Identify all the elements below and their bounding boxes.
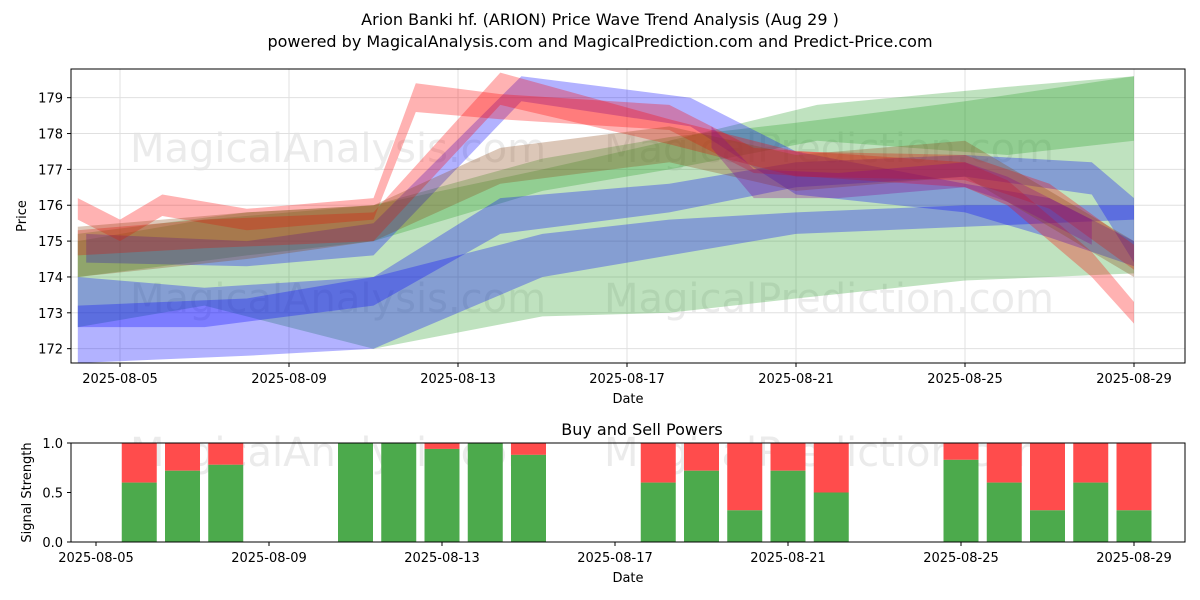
price-x-tick-label: 2025-08-13	[420, 372, 496, 387]
price-y-tick-label: 177	[38, 163, 63, 178]
sell-power-bar	[943, 443, 979, 460]
price-wave-band	[77, 76, 1134, 349]
price-y-axis-label: Price	[15, 200, 30, 232]
buy-power-bar	[121, 482, 157, 542]
sell-power-bar	[727, 443, 763, 511]
buy-power-bar	[381, 443, 417, 542]
power-x-axis-label: Date	[612, 571, 643, 586]
price-y-tick-label: 179	[38, 92, 63, 107]
buy-power-bar	[165, 470, 200, 542]
buy-power-bar	[813, 492, 849, 542]
power-x-tick-label: 2025-08-09	[231, 551, 307, 566]
buy-power-bar	[424, 448, 460, 542]
power-x-tick-label: 2025-08-05	[58, 551, 134, 566]
sell-power-bar	[165, 443, 200, 471]
power-y-tick-label: 0.0	[42, 536, 63, 551]
sell-power-bar	[1073, 443, 1109, 483]
power-y-axis-label: Signal Strength	[20, 442, 35, 542]
power-x-tick-label: 2025-08-17	[577, 551, 653, 566]
price-wave-band	[77, 76, 1134, 277]
price-wave-band	[77, 155, 1134, 328]
price-x-tick-label: 2025-08-29	[1096, 372, 1172, 387]
buy-power-bar	[208, 464, 244, 542]
sell-power-bar	[1116, 443, 1152, 511]
buy-power-bar	[467, 443, 503, 542]
price-y-tick-label: 172	[38, 343, 63, 358]
sell-power-bar	[424, 443, 460, 449]
buy-power-bar	[1030, 510, 1065, 542]
price-wave-band	[77, 205, 1134, 363]
power-y-tick-label: 1.0	[42, 437, 63, 452]
sell-power-bar	[121, 443, 157, 483]
chart-title: Arion Banki hf. (ARION) Price Wave Trend…	[361, 10, 839, 29]
buy-power-bar	[727, 510, 763, 542]
price-wave-band	[77, 72, 1134, 270]
buy-power-bar	[511, 454, 546, 542]
price-wave-band	[86, 76, 1135, 267]
power-x-tick-label: 2025-08-25	[923, 551, 999, 566]
power-x-tick-label: 2025-08-29	[1096, 551, 1172, 566]
buy-power-bar	[986, 482, 1022, 542]
power-chart-title: Buy and Sell Powers	[561, 420, 723, 439]
sell-power-bar	[640, 443, 676, 483]
price-x-tick-label: 2025-08-05	[82, 372, 158, 387]
power-x-tick-label: 2025-08-13	[404, 551, 480, 566]
sell-power-bar	[813, 443, 849, 493]
sell-power-bar	[208, 443, 244, 465]
sell-power-bar	[770, 443, 806, 471]
price-x-axis-label: Date	[612, 392, 643, 407]
buy-power-bar	[943, 459, 979, 542]
price-wave-band	[77, 126, 1134, 278]
price-y-tick-label: 175	[38, 235, 63, 250]
sell-power-bar	[1030, 443, 1065, 511]
power-y-tick-label: 0.5	[42, 487, 63, 502]
price-x-tick-label: 2025-08-09	[251, 372, 327, 387]
price-y-tick-label: 174	[38, 271, 63, 286]
price-axes-frame	[70, 68, 1186, 364]
price-y-tick-label: 176	[38, 199, 63, 214]
buy-power-bar	[1116, 510, 1152, 542]
power-x-tick-label: 2025-08-21	[750, 551, 826, 566]
price-wave-band	[711, 126, 1092, 245]
watermark-text: MagicalPrediction.com	[604, 276, 1054, 322]
sell-power-bar	[511, 443, 546, 455]
buy-power-bar	[770, 470, 806, 542]
price-x-tick-label: 2025-08-21	[758, 372, 834, 387]
watermark-text: MagicalAnalysis.com	[130, 276, 546, 322]
buy-power-bar	[684, 470, 719, 542]
price-x-tick-label: 2025-08-25	[927, 372, 1003, 387]
buy-power-bar	[640, 482, 676, 542]
price-x-tick-label: 2025-08-17	[589, 372, 665, 387]
buy-power-bar	[338, 443, 373, 542]
price-y-tick-label: 178	[38, 128, 63, 143]
chart-subtitle: powered by MagicalAnalysis.com and Magic…	[267, 32, 933, 51]
buy-power-bar	[1073, 482, 1109, 542]
sell-power-bar	[684, 443, 719, 471]
sell-power-bar	[986, 443, 1022, 483]
price-y-tick-label: 173	[38, 307, 63, 322]
